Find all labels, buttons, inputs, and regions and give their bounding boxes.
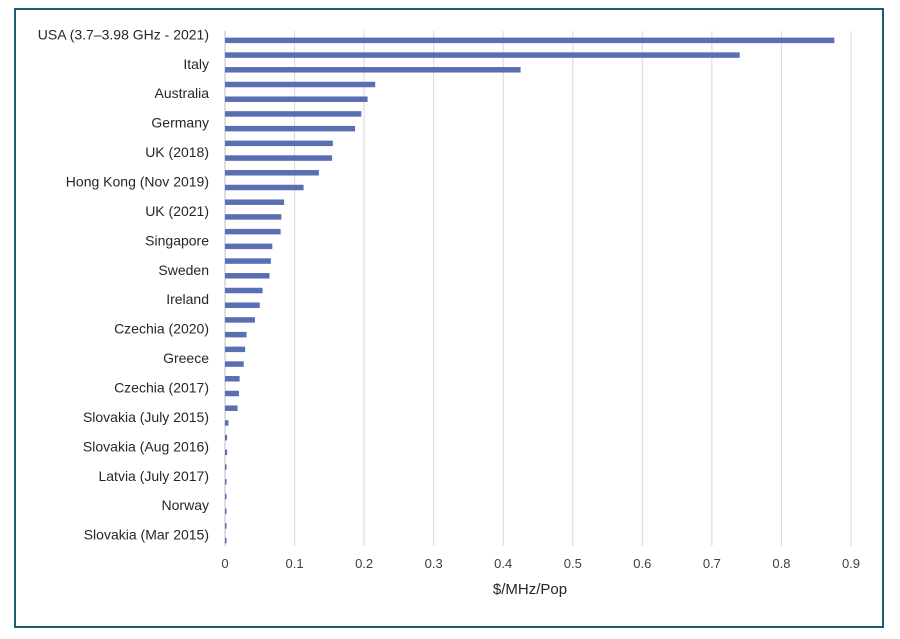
bar [225,96,368,102]
x-tick-label: 0 [221,556,228,571]
bar [225,81,376,88]
bar [225,302,260,308]
category-label: Greece [163,350,209,366]
x-tick-label: 0.7 [703,556,721,571]
bars [225,37,835,544]
bar [225,258,271,264]
x-tick-label: 0.1 [286,556,304,571]
x-tick-label: 0.4 [494,556,512,571]
bar [225,184,304,191]
x-axis-title: $/MHz/Pop [493,581,567,598]
bar [225,52,740,58]
bar [225,449,228,456]
x-tick-label: 0.6 [633,556,651,571]
bar [225,170,319,176]
bar [225,464,227,470]
bar [225,155,333,161]
bar [225,111,362,117]
bar [225,287,263,294]
bar [225,243,273,250]
bar [225,317,255,323]
category-label: Germany [151,115,209,131]
category-label: UK (2021) [145,203,209,219]
bar [225,537,227,544]
category-label: Singapore [145,232,209,248]
x-tick-labels: 0 0.1 0.2 0.3 0.4 0.5 0.6 0.7 0.8 0.9 [221,556,860,571]
x-tick-label: 0.3 [425,556,443,571]
category-label: UK (2018) [145,144,209,160]
category-label: Latvia (July 2017) [98,468,209,484]
bar [225,420,229,426]
bar [225,479,227,485]
category-labels: USA (3.7–3.98 GHz - 2021) Italy Australia G… [38,26,209,542]
bar [225,434,228,441]
category-label: Hong Kong (Nov 2019) [66,174,209,190]
bar [225,508,227,514]
bar [225,361,244,367]
bar [225,125,356,132]
bar [225,493,227,500]
category-label: Italy [183,56,209,72]
category-label: Sweden [158,262,209,278]
bar [225,37,835,44]
bar [225,405,238,411]
category-label: Ireland [166,291,209,307]
x-tick-label: 0.2 [355,556,373,571]
category-label: Australia [155,85,210,101]
bar [225,523,227,529]
bar [225,228,281,235]
category-label: Slovakia (Aug 2016) [83,438,209,454]
chart-frame [14,8,884,628]
bar [225,199,285,205]
category-label: Czechia (2017) [114,380,209,396]
bar [225,67,521,73]
gridlines [224,31,852,546]
category-label: Slovakia (Mar 2015) [84,527,209,543]
bar [225,390,239,397]
bar [225,331,247,338]
bar [225,376,240,382]
bar [225,346,246,353]
category-label: USA (3.7–3.98 GHz - 2021) [38,26,209,42]
x-tick-label: 0.9 [842,556,860,571]
bar [225,273,270,279]
x-tick-label: 0.5 [564,556,582,571]
x-tick-label: 0.8 [772,556,790,571]
category-label: Czechia (2020) [114,321,209,337]
bar [225,214,282,220]
category-label: Slovakia (July 2015) [83,409,209,425]
category-label: Norway [162,497,209,513]
bar [225,140,333,147]
